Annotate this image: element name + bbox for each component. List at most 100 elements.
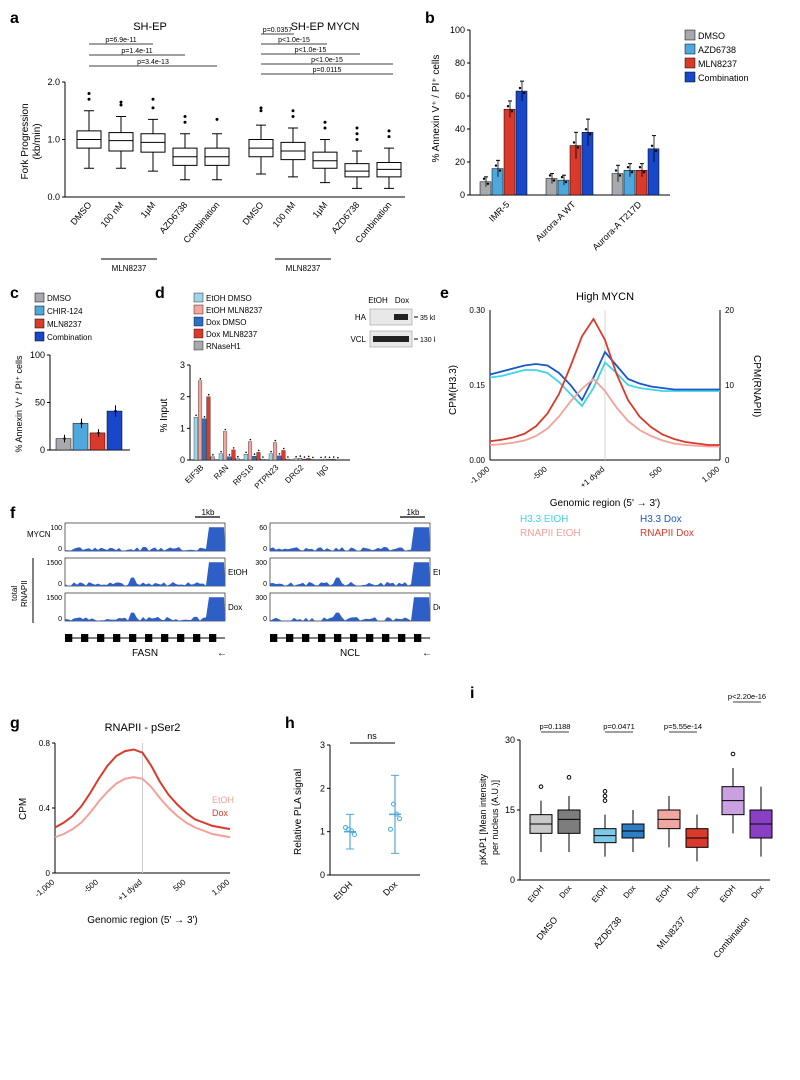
svg-text:1: 1: [320, 827, 325, 837]
panel-c-label: c: [10, 285, 19, 303]
svg-text:Genomic region (5' → 3'): Genomic region (5' → 3'): [550, 498, 661, 509]
svg-text:Dox: Dox: [433, 603, 440, 612]
svg-text:10: 10: [725, 381, 734, 390]
svg-text:100: 100: [450, 25, 465, 35]
svg-text:300: 300: [255, 595, 267, 602]
svg-text:100: 100: [50, 525, 62, 532]
svg-text:EtOH DMSO: EtOH DMSO: [206, 294, 252, 303]
svg-text:p<1.0e-15: p<1.0e-15: [295, 47, 327, 54]
svg-text:0: 0: [58, 546, 62, 553]
panel-e-chart: High MYCN0.000.150.3001020-1,000-500+1 d…: [440, 285, 790, 545]
panel-d: d 0123% InputEIF3BRANRPS16PTPN23DRG2IgGE…: [155, 285, 435, 505]
svg-text:FASN: FASN: [132, 648, 158, 659]
svg-text:DMSO: DMSO: [69, 200, 94, 227]
svg-text:p<1.0e-15: p<1.0e-15: [278, 37, 310, 44]
svg-text:PTPN23: PTPN23: [253, 463, 281, 491]
svg-text:p=1.4e-11: p=1.4e-11: [121, 48, 152, 55]
svg-text:Dox DMSO: Dox DMSO: [206, 318, 246, 327]
svg-text:MYCN: MYCN: [27, 530, 51, 539]
svg-text:1: 1: [180, 423, 185, 433]
svg-text:CPM(H3.3): CPM(H3.3): [448, 365, 459, 415]
svg-text:1500: 1500: [46, 560, 62, 567]
svg-text:0.30: 0.30: [469, 306, 485, 315]
svg-text:ns: ns: [367, 731, 377, 741]
svg-text:0: 0: [320, 870, 325, 880]
svg-text:500: 500: [172, 877, 188, 893]
svg-text:80: 80: [455, 58, 465, 68]
svg-text:% Input: % Input: [159, 398, 170, 432]
svg-text:-1,000: -1,000: [33, 877, 57, 899]
svg-text:50: 50: [35, 398, 45, 408]
svg-text:20: 20: [725, 306, 734, 315]
svg-text:MLN8237: MLN8237: [47, 320, 82, 329]
svg-text:Fork Progression: Fork Progression: [20, 103, 31, 179]
svg-text:HA: HA: [355, 313, 367, 322]
svg-text:0: 0: [725, 456, 730, 465]
svg-text:2: 2: [180, 392, 185, 402]
svg-text:IMR-5: IMR-5: [487, 199, 511, 223]
svg-text:Combination: Combination: [711, 915, 751, 960]
svg-text:1kb: 1kb: [202, 508, 215, 517]
svg-text:-500: -500: [82, 877, 100, 895]
svg-text:VCL: VCL: [350, 335, 366, 344]
panel-h: h 0123Relative PLA signalEtOHDoxns: [285, 715, 455, 945]
svg-text:EtOH: EtOH: [526, 883, 546, 904]
svg-text:CPM: CPM: [18, 798, 29, 820]
svg-text:Dox: Dox: [228, 603, 242, 612]
svg-text:3: 3: [180, 360, 185, 370]
panel-f-chart: 100015000EtOH15000DoxFASN←1kbMYCNtotalRN…: [10, 505, 440, 685]
svg-text:0: 0: [263, 546, 267, 553]
svg-text:Genomic region (5' → 3'): Genomic region (5' → 3'): [87, 915, 198, 926]
svg-text:Combination: Combination: [698, 73, 749, 83]
svg-text:Dox: Dox: [685, 884, 701, 901]
svg-text:IgG: IgG: [315, 463, 330, 478]
panel-b-chart: 020406080100% Annexin V⁺ / PI⁺ cellsIMR-…: [425, 10, 790, 280]
panel-d-chart: 0123% InputEIF3BRANRPS16PTPN23DRG2IgGEtO…: [155, 285, 435, 505]
panel-h-label: h: [285, 715, 295, 733]
svg-text:NCL: NCL: [340, 648, 360, 659]
svg-text:p=6.9e-11: p=6.9e-11: [105, 37, 136, 44]
svg-text:EtOH: EtOH: [332, 879, 355, 902]
svg-text:EtOH: EtOH: [718, 883, 738, 904]
svg-text:DRG2: DRG2: [283, 463, 305, 485]
svg-text:p=0.1188: p=0.1188: [540, 722, 571, 731]
panel-i-label: i: [470, 685, 474, 703]
panel-a-chart: 0.01.02.0Fork Progression(kb/min)DMSO100…: [10, 10, 415, 280]
svg-text:p<2.20e-16: p<2.20e-16: [728, 692, 766, 701]
svg-text:DMSO: DMSO: [698, 31, 725, 41]
svg-text:p=0.0115: p=0.0115: [313, 67, 342, 74]
svg-text:0: 0: [460, 190, 465, 200]
panel-g: g RNAPII - pSer200.40.8-1,000-500+1 dyad…: [10, 715, 260, 945]
svg-text:30: 30: [505, 735, 515, 745]
svg-text:15: 15: [505, 805, 515, 815]
svg-text:100: 100: [30, 350, 45, 360]
svg-text:total: total: [10, 586, 19, 601]
panel-i-chart: 01530pKAP1 [Mean intensityper nucleus (A…: [470, 685, 790, 975]
panel-f-label: f: [10, 505, 15, 523]
panel-e: e High MYCN0.000.150.3001020-1,000-500+1…: [440, 285, 790, 545]
svg-text:pKAP1 [Mean intensity: pKAP1 [Mean intensity: [478, 773, 488, 865]
svg-text:EtOH: EtOH: [654, 883, 674, 904]
svg-text:Aurora-A WT: Aurora-A WT: [534, 199, 578, 243]
svg-text:500: 500: [648, 464, 664, 480]
svg-text:0: 0: [58, 616, 62, 623]
svg-text:RNAPII - pSer2: RNAPII - pSer2: [105, 722, 181, 734]
svg-text:MLN8237: MLN8237: [698, 59, 737, 69]
svg-text:100 nM: 100 nM: [99, 200, 126, 229]
panel-e-label: e: [440, 285, 449, 303]
panel-c: c 050100% Annexin V⁺ / PI⁺ cellsDMSOCHIR…: [10, 285, 150, 485]
svg-text:EtOH: EtOH: [590, 883, 610, 904]
svg-text:0: 0: [46, 869, 51, 878]
svg-text:Dox: Dox: [381, 879, 400, 898]
svg-text:60: 60: [259, 525, 267, 532]
svg-text:+1 dyad: +1 dyad: [579, 465, 607, 490]
svg-text:35 kDa: 35 kDa: [420, 315, 435, 322]
svg-text:EtOH MLN8237: EtOH MLN8237: [206, 306, 263, 315]
svg-text:0: 0: [263, 616, 267, 623]
panel-g-label: g: [10, 715, 20, 733]
svg-text:Dox: Dox: [395, 296, 409, 305]
svg-text:60: 60: [455, 91, 465, 101]
panel-b-label: b: [425, 10, 435, 28]
svg-text:DMSO: DMSO: [535, 915, 560, 942]
svg-text:AZD6738: AZD6738: [698, 45, 736, 55]
